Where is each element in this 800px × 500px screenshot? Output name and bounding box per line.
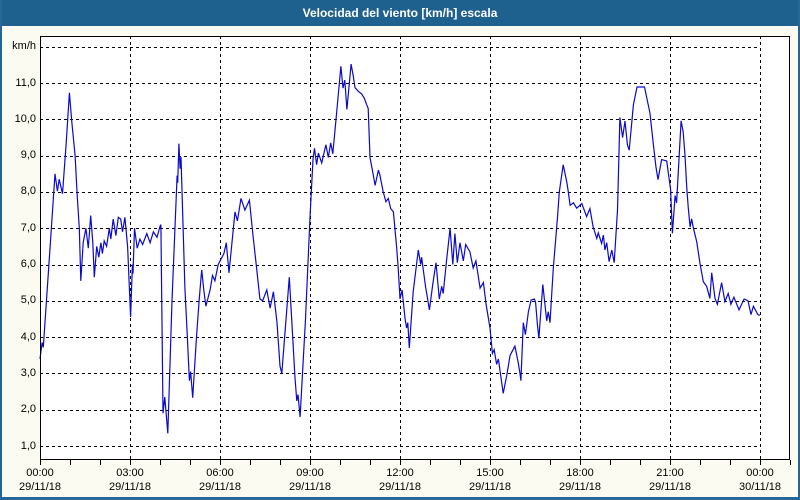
plot-canvas xyxy=(39,36,791,465)
x-axis-tick-time: 21:00 xyxy=(656,467,684,479)
x-axis-tick-date: 29/11/18 xyxy=(648,481,691,493)
x-axis-tick-time: 15:00 xyxy=(476,467,504,479)
y-axis-tick-label: 1,0 xyxy=(20,439,36,452)
x-axis-tick-label: 06:00 29/11/18 xyxy=(188,466,252,494)
x-axis-tick-date: 30/11/18 xyxy=(738,481,781,493)
y-axis-tick-label: 11,0 xyxy=(15,76,36,89)
x-axis-tick-label: 03:00 29/11/18 xyxy=(98,466,162,494)
y-axis-unit-label: km/h xyxy=(12,40,36,53)
y-axis-tick-label: 6,0 xyxy=(20,258,36,270)
x-axis-tick-date: 29/11/18 xyxy=(198,481,241,493)
x-axis-tick-label: 00:00 30/11/18 xyxy=(728,466,792,494)
y-axis-tick-label: 2,0 xyxy=(20,403,36,416)
y-axis-tick-label: 3,0 xyxy=(20,366,36,379)
y-axis-tick-label: 10,0 xyxy=(14,112,36,125)
y-axis-tick-label: 9,0 xyxy=(20,149,36,162)
x-axis-tick-time: 09:00 xyxy=(296,467,324,479)
y-axis-tick-label: 8,0 xyxy=(20,185,36,198)
y-axis-tick-label: 5,0 xyxy=(20,294,36,307)
y-axis-tick-label: 4,0 xyxy=(20,330,36,343)
x-axis-tick-label: 21:00 29/11/18 xyxy=(638,466,702,494)
x-axis-tick-time: 18:00 xyxy=(566,467,594,479)
x-axis-tick-label: 00:00 29/11/18 xyxy=(8,466,72,494)
x-axis-tick-date: 29/11/18 xyxy=(108,481,151,493)
plot-border xyxy=(40,36,790,460)
chart-area: km/h 1,0 2,0 3,0 4,0 5,0 6,0 7,0 8,0 9,0 10,0 11,0… xyxy=(2,26,798,497)
x-axis-tick-label: 09:00 29/11/18 xyxy=(278,466,342,494)
x-axis-tick-time: 00:00 xyxy=(26,467,54,479)
x-axis-tick-time: 03:00 xyxy=(116,467,144,479)
x-axis-ticks xyxy=(40,460,791,465)
wind-speed-line xyxy=(39,63,761,434)
x-axis-tick-date: 29/11/18 xyxy=(378,481,421,493)
x-axis-tick-date: 29/11/18 xyxy=(18,481,61,493)
plot-background xyxy=(40,36,790,460)
x-axis-tick-date: 29/11/18 xyxy=(288,481,331,493)
x-axis-tick-label: 18:00 29/11/18 xyxy=(548,466,612,494)
x-axis-tick-time: 00:00 xyxy=(746,467,774,479)
title-bar: Velocidad del viento [km/h] escala xyxy=(2,0,798,26)
x-axis-tick-time: 12:00 xyxy=(386,467,414,479)
x-axis-tick-label: 15:00 29/11/18 xyxy=(458,466,522,494)
x-axis-tick-date: 29/11/18 xyxy=(468,481,511,493)
x-axis-tick-time: 06:00 xyxy=(206,467,234,479)
y-axis-tick-label: 7,0 xyxy=(20,221,36,234)
vertical-gridlines xyxy=(130,36,761,460)
x-axis-tick-label: 12:00 29/11/18 xyxy=(368,466,432,494)
x-axis-tick-date: 29/11/18 xyxy=(558,481,601,493)
chart-title: Velocidad del viento [km/h] escala xyxy=(302,6,498,20)
